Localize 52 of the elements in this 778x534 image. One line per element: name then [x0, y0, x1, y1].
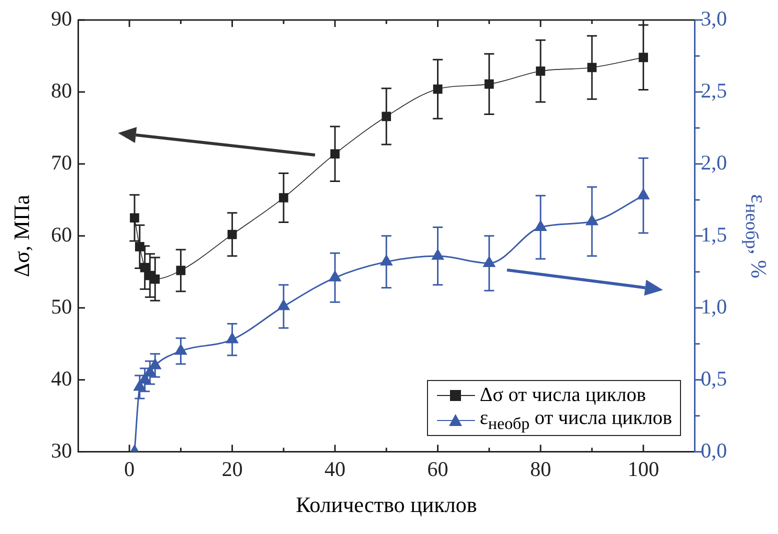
point	[278, 300, 290, 310]
point	[278, 193, 288, 202]
point	[382, 112, 392, 122]
y2-tick-label: 1,0	[700, 294, 727, 318]
point	[135, 242, 144, 252]
y-tick-label: 90	[51, 6, 72, 31]
point	[432, 249, 444, 260]
y-tick-label: 60	[51, 222, 72, 246]
y2-tick-label: 3,0	[700, 6, 727, 31]
x-tick-label: 100	[628, 456, 660, 481]
point	[226, 332, 238, 344]
point	[330, 149, 340, 158]
x-tick-label: 80	[530, 456, 552, 481]
point	[228, 230, 237, 240]
y-tick-label: 70	[51, 150, 72, 174]
point	[174, 344, 187, 355]
x-tick-label: 0	[124, 456, 135, 481]
point	[637, 188, 650, 200]
point	[130, 213, 140, 223]
point	[586, 214, 598, 226]
x-axis-title: Количество циклов	[296, 492, 478, 518]
legend-label: ε$_{необр}$ от числа циклов	[480, 406, 672, 434]
x-tick-label: 60	[427, 456, 448, 481]
point	[483, 256, 496, 267]
point	[176, 266, 186, 276]
y2-tick-label: 1,5	[700, 222, 727, 246]
point	[329, 270, 341, 282]
point	[144, 366, 156, 376]
point	[638, 52, 648, 62]
point	[536, 66, 546, 76]
point	[134, 380, 146, 391]
y2-tick-label: 0,5	[700, 366, 727, 390]
point	[587, 62, 597, 72]
point	[140, 262, 150, 272]
point	[484, 79, 494, 89]
point	[150, 274, 160, 284]
point	[138, 373, 151, 384]
legend-label: Δσ от числа циклов	[480, 384, 646, 407]
x-tick-label: 20	[222, 456, 243, 481]
y2-tick-label: 0,0	[700, 438, 727, 462]
y-tick-label: 80	[51, 78, 72, 102]
point	[433, 84, 442, 94]
y2-tick-label: 2,0	[700, 150, 727, 174]
y-tick-label: 50	[51, 294, 72, 318]
point	[380, 255, 392, 266]
y-tick-label: 30	[51, 438, 72, 462]
y2-tick-label: 2,5	[700, 78, 727, 102]
point	[534, 220, 547, 232]
point	[149, 358, 162, 370]
y-tick-label: 40	[51, 366, 72, 390]
y-axis-title: Δσ, МПа	[9, 194, 36, 278]
x-tick-label: 40	[324, 456, 346, 481]
